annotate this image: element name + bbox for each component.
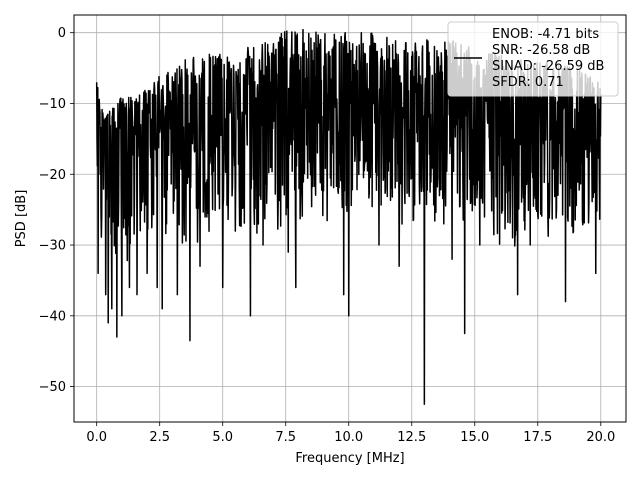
legend-entry-sinad: SINAD: -26.59 dB (492, 59, 604, 74)
x-tick-label: 0.0 (86, 430, 107, 445)
x-tick-label: 17.5 (523, 430, 552, 445)
x-tick-label: 12.5 (397, 430, 426, 445)
y-axis-ticks: 0 −10 −20 −30 −40 −50 (39, 26, 74, 395)
y-tick-label: −20 (39, 168, 66, 183)
legend-entry-snr: SNR: -26.58 dB (492, 43, 590, 58)
y-tick-label: −30 (39, 239, 66, 254)
plot-frame (73, 14, 627, 423)
x-tick-label: 5.0 (212, 430, 233, 445)
x-tick-label: 15.0 (460, 430, 489, 445)
x-tick-label: 10.0 (334, 430, 363, 445)
y-tick-label: −10 (39, 97, 66, 112)
legend-entry-enob: ENOB: -4.71 bits (492, 27, 599, 42)
x-tick-label: 7.5 (275, 430, 296, 445)
y-tick-label: −40 (39, 309, 66, 324)
legend: ENOB: -4.71 bits SNR: -26.58 dB SINAD: -… (447, 21, 619, 97)
legend-box (447, 21, 619, 97)
x-axis-label: Frequency [MHz] (295, 451, 404, 466)
y-axis-label: PSD [dB] (14, 190, 29, 248)
y-tick-label: −50 (39, 380, 66, 395)
legend-entry-sfdr: SFDR: 0.71 (492, 75, 564, 90)
x-axis-ticks: 0.0 2.5 5.0 7.5 10.0 12.5 15.0 17.5 20.0 (86, 422, 615, 445)
y-tick-label: 0 (58, 26, 66, 41)
x-tick-label: 20.0 (586, 430, 615, 445)
x-tick-label: 2.5 (149, 430, 170, 445)
psd-series-line (95, 28, 602, 406)
series-layer (95, 28, 602, 406)
